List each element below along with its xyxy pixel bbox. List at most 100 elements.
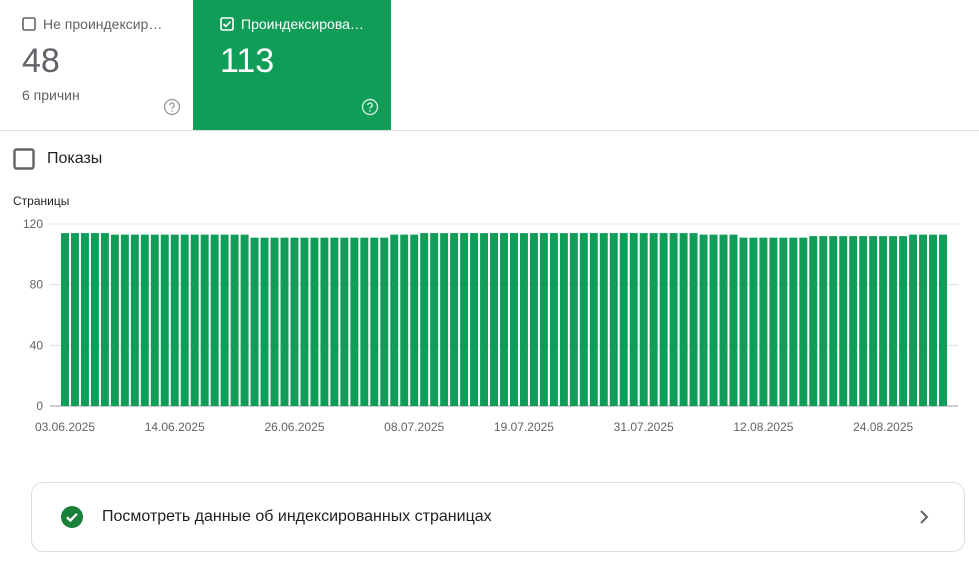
- help-icon[interactable]: [361, 98, 379, 116]
- bar: [819, 236, 828, 406]
- bar: [829, 236, 838, 406]
- bar: [709, 234, 718, 406]
- y-tick-label: 0: [36, 399, 43, 413]
- bar: [779, 237, 788, 406]
- bar: [330, 237, 339, 406]
- bar: [90, 233, 99, 406]
- bar: [180, 234, 189, 406]
- impressions-toggle[interactable]: Показы: [13, 148, 102, 170]
- bar: [639, 233, 648, 406]
- toggle-label: Показы: [47, 150, 103, 167]
- bar: [939, 234, 947, 406]
- bar: [679, 233, 688, 406]
- indexed-card[interactable]: Проиндексирова… 113: [193, 0, 391, 130]
- bar: [789, 237, 798, 406]
- bar: [160, 234, 169, 406]
- bar: [430, 233, 439, 406]
- bar: [100, 233, 109, 406]
- x-tick-label: 19.07.2025: [494, 420, 554, 434]
- chevron: [920, 510, 929, 524]
- bar: [460, 233, 469, 406]
- bar: [270, 237, 279, 406]
- bar: [739, 237, 748, 406]
- bar: [470, 233, 479, 406]
- bar: [70, 233, 79, 406]
- card-label: Проиндексирова…: [241, 16, 364, 32]
- bar: [649, 233, 658, 406]
- card-value: 113: [220, 42, 275, 80]
- bar: [509, 233, 518, 406]
- bar: [400, 234, 409, 406]
- bar: [280, 237, 289, 406]
- x-tick-label: 08.07.2025: [384, 420, 444, 434]
- bar: [230, 234, 239, 406]
- bar: [61, 233, 69, 406]
- bar: [849, 236, 858, 406]
- y-tick-label: 40: [30, 338, 44, 352]
- bar: [290, 237, 299, 406]
- bar: [240, 234, 249, 406]
- link-card[interactable]: Посмотреть данные об индексированных стр…: [31, 482, 965, 552]
- checkbox-checked[interactable]: [220, 17, 234, 31]
- bar: [559, 233, 568, 406]
- bar: [380, 237, 389, 406]
- help-icon[interactable]: [163, 98, 181, 116]
- check-icon: [61, 506, 83, 528]
- bar: [659, 233, 668, 406]
- bar: [899, 236, 908, 406]
- bar: [210, 234, 219, 406]
- bar: [150, 234, 159, 406]
- bar: [809, 236, 818, 406]
- bar: [340, 237, 349, 406]
- bar: [170, 234, 179, 406]
- bar: [440, 233, 449, 406]
- not-indexed-card[interactable]: Не проиндексир… 48 6 причин: [0, 0, 193, 130]
- y-tick-label: 80: [30, 278, 44, 292]
- bar: [719, 234, 728, 406]
- bar: [350, 237, 359, 406]
- bar: [539, 233, 548, 406]
- checkbox[interactable]: [22, 17, 36, 31]
- bar: [260, 237, 269, 406]
- card-sub: 6 причин: [22, 87, 80, 103]
- x-tick-label: 24.08.2025: [853, 420, 913, 434]
- bar: [799, 237, 808, 406]
- bar: [190, 234, 199, 406]
- bar: [490, 233, 499, 406]
- bar: [410, 234, 419, 406]
- bar: [599, 233, 608, 406]
- bar: [120, 234, 129, 406]
- bar: [450, 233, 459, 406]
- bar: [420, 233, 429, 406]
- bar: [80, 233, 89, 406]
- x-tick-label: 12.08.2025: [733, 420, 793, 434]
- bar: [769, 237, 778, 406]
- bar: [589, 233, 598, 406]
- bar: [619, 233, 628, 406]
- bar: [569, 233, 578, 406]
- bar: [759, 237, 768, 406]
- x-tick-label: 31.07.2025: [614, 420, 674, 434]
- bar: [869, 236, 878, 406]
- card-label: Не проиндексир…: [43, 16, 163, 32]
- checkbox[interactable]: [13, 148, 35, 170]
- bar: [579, 233, 588, 406]
- bar: [609, 233, 618, 406]
- bar: [500, 233, 508, 406]
- bar: [699, 234, 708, 406]
- bar: [390, 234, 399, 406]
- bar: [889, 236, 898, 406]
- bar: [909, 234, 918, 406]
- bar: [110, 234, 119, 406]
- bar: [130, 234, 139, 406]
- bar: [250, 237, 259, 406]
- bar: [480, 233, 489, 406]
- y-axis-label: Страницы: [13, 194, 69, 208]
- bar: [360, 237, 369, 406]
- bar: [839, 236, 848, 406]
- bar: [929, 234, 938, 406]
- bar: [549, 233, 558, 406]
- link-text: Посмотреть данные об индексированных стр…: [102, 508, 492, 525]
- bar: [749, 237, 758, 406]
